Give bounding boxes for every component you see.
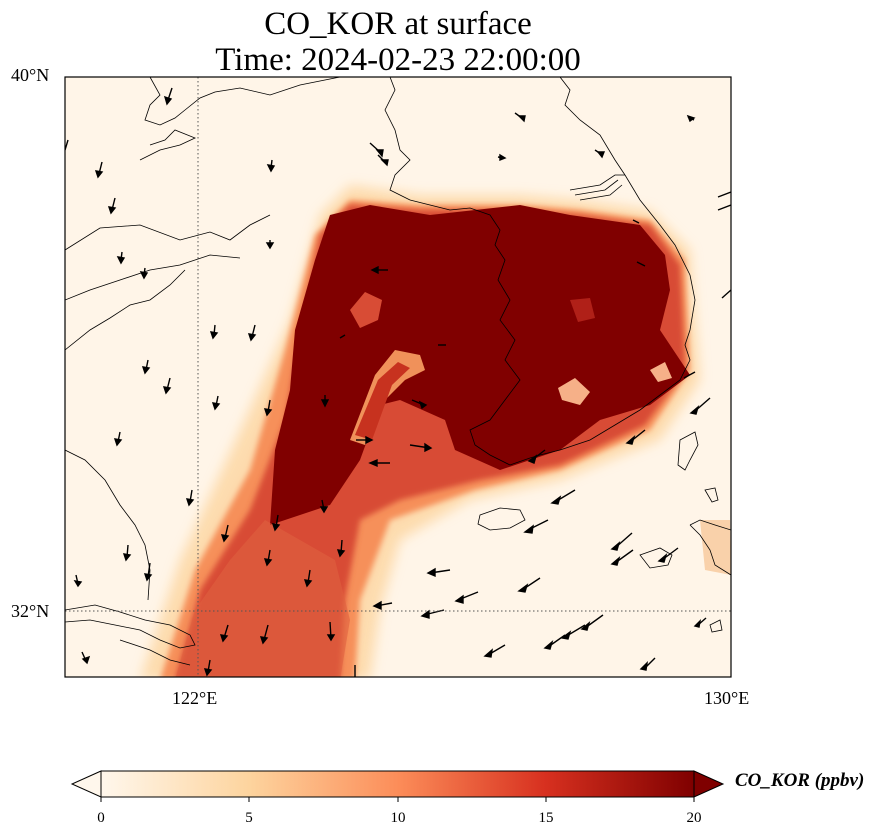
- wind-arrow: [303, 569, 313, 588]
- colorbar-extend-high: [693, 770, 725, 798]
- map-title-line2: Time: 2024-02-23 22:00:00: [215, 42, 581, 78]
- wind-vectors: [65, 87, 731, 677]
- wind-arrow: [73, 574, 83, 588]
- colorbar-tick: 20: [686, 810, 702, 826]
- colorbar-tick: 10: [390, 810, 406, 826]
- wind-arrow: [162, 377, 172, 395]
- colorbar-tick: 5: [245, 810, 253, 826]
- wind-arrow: [497, 153, 507, 162]
- wind-arrow: [368, 458, 390, 468]
- colorbar-extend-low: [70, 770, 102, 798]
- lon-label-130e: 130°E: [704, 688, 750, 708]
- lat-label-32n: 32°N: [11, 601, 50, 621]
- wind-arrow: [209, 324, 219, 340]
- wind-arrow: [550, 489, 576, 505]
- wind-arrow: [263, 549, 273, 567]
- wind-arrow: [141, 359, 151, 375]
- wind-arrow: [523, 519, 549, 534]
- wind-arrow: [420, 609, 445, 619]
- wind-arrow: [625, 429, 646, 445]
- wind-arrow: [580, 614, 604, 631]
- wind-arrow: [657, 547, 679, 563]
- wind-arrow: [139, 267, 149, 280]
- colorbar-tick: 15: [538, 810, 554, 826]
- wind-arrow: [717, 191, 731, 198]
- wind-arrow: [271, 514, 281, 532]
- wind-arrow: [265, 240, 275, 250]
- wind-arrow: [527, 449, 546, 464]
- wind-arrow: [717, 204, 731, 211]
- wind-arrow: [426, 567, 451, 578]
- concentration-field: [141, 185, 731, 677]
- wind-arrow: [377, 154, 389, 167]
- wind-arrow: [411, 399, 428, 410]
- wind-arrow: [636, 261, 646, 267]
- wind-arrow: [370, 265, 388, 275]
- wind-arrow: [185, 489, 195, 507]
- colorbar: [70, 770, 725, 802]
- colorbar-tick: 0: [97, 810, 105, 826]
- wind-arrow: [610, 549, 634, 566]
- wind-arrow: [686, 114, 696, 123]
- wind-arrow: [372, 600, 393, 611]
- wind-arrow: [693, 617, 707, 628]
- wind-arrow: [454, 591, 479, 604]
- wind-arrow: [81, 651, 91, 665]
- wind-arrow: [594, 149, 606, 159]
- wind-arrow: [514, 112, 526, 123]
- wind-arrow: [94, 161, 104, 179]
- wind-arrow: [639, 657, 656, 671]
- colorbar-gradient: [101, 771, 694, 797]
- wind-arrow: [163, 87, 173, 106]
- map-plot-area: [65, 77, 731, 677]
- wind-arrow: [220, 524, 230, 543]
- wind-arrow: [122, 544, 132, 562]
- wind-arrow: [113, 431, 123, 447]
- wind-arrow: [336, 539, 346, 558]
- wind-arrow: [107, 197, 117, 215]
- wind-arrow: [247, 324, 257, 342]
- wind-arrow: [219, 624, 229, 643]
- wind-arrow: [263, 399, 273, 417]
- map-title-line1: CO_KOR at surface: [264, 6, 532, 42]
- wind-arrow: [320, 395, 330, 408]
- wind-arrow: [356, 435, 374, 445]
- colorbar-label: CO_KOR (ppbv): [735, 770, 865, 791]
- wind-arrow: [259, 624, 269, 645]
- wind-arrow: [721, 289, 731, 299]
- lon-label-122e: 122°E: [172, 688, 218, 708]
- wind-arrow: [610, 532, 633, 551]
- wind-arrow: [560, 624, 586, 640]
- wind-arrow: [203, 659, 213, 677]
- wind-arrow: [143, 562, 153, 582]
- wind-arrow: [483, 644, 506, 658]
- wind-arrow: [409, 442, 433, 453]
- wind-arrow: [319, 499, 329, 514]
- wind-arrow: [517, 577, 541, 593]
- gridlines: [65, 77, 731, 677]
- wind-arrow: [326, 621, 336, 642]
- wind-arrow: [339, 334, 346, 339]
- wind-arrow: [689, 397, 711, 415]
- map-frame: [64, 76, 732, 678]
- wind-arrow: [683, 371, 696, 379]
- lat-label-40n: 40°N: [11, 65, 50, 85]
- wind-arrow: [266, 159, 276, 173]
- wind-arrow: [369, 142, 384, 158]
- wind-arrow: [116, 251, 126, 265]
- wind-arrow: [632, 219, 640, 224]
- wind-arrow: [211, 395, 221, 411]
- wind-arrow: [543, 634, 566, 650]
